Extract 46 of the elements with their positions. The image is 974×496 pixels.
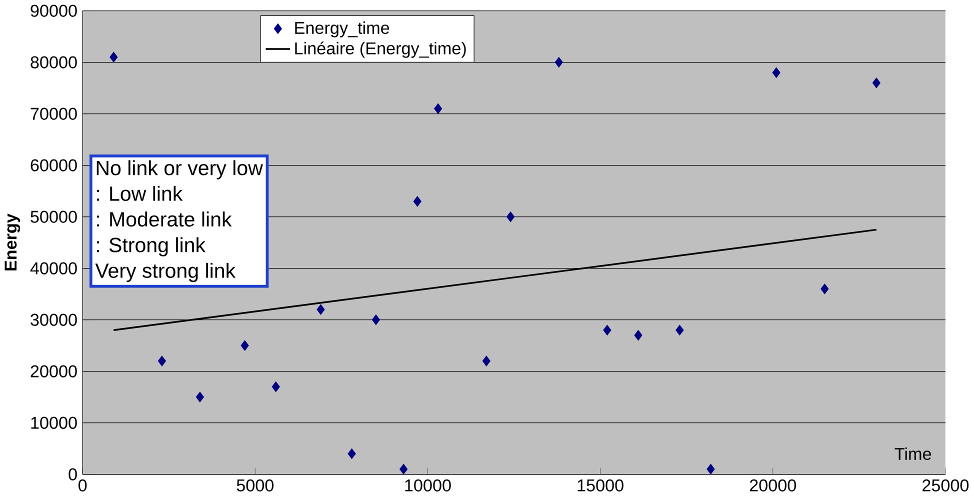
- y-tick-label: 20000: [30, 365, 77, 378]
- y-tick-label: 90000: [30, 4, 77, 17]
- point: [110, 52, 118, 62]
- y-tick-label: 30000: [30, 314, 77, 326]
- annotation: : Low link: [97, 186, 183, 201]
- annotation: : Moderate link: [97, 211, 232, 227]
- y-tick-label: 10000: [31, 416, 77, 429]
- legend-label: Linéaire (Energy_time): [295, 42, 466, 58]
- annotation: Very strong link: [95, 262, 236, 282]
- x-tick-label: 0: [78, 479, 87, 492]
- point: [820, 284, 829, 294]
- y-tick-label: 0: [68, 468, 77, 480]
- point: [413, 196, 422, 207]
- x-axis-title: Time: [894, 447, 932, 460]
- point: [706, 464, 715, 474]
- y-tick-label: 50000: [30, 210, 77, 223]
- point: [272, 381, 280, 392]
- point: [872, 78, 880, 88]
- point: [482, 356, 490, 366]
- point: [196, 392, 204, 402]
- point: [348, 448, 356, 459]
- point: [240, 340, 249, 351]
- point: [772, 67, 780, 78]
- point: [603, 324, 612, 336]
- y-tick-label: 60000: [30, 159, 77, 172]
- y-axis-title: Energy: [4, 214, 20, 270]
- annotation: No link or very low: [96, 160, 263, 180]
- x-tick-label: 5000: [236, 479, 274, 492]
- y-tick-label: 70000: [30, 108, 77, 120]
- x-tick-label: 20000: [750, 479, 796, 492]
- legend-label: Energy_time: [295, 21, 390, 38]
- point: [316, 304, 325, 315]
- point: [400, 464, 408, 474]
- point: [634, 330, 642, 340]
- y-tick-label: 80000: [30, 56, 77, 68]
- point: [506, 211, 515, 222]
- point: [676, 324, 684, 336]
- point: [554, 56, 563, 68]
- x-tick-label: 10000: [405, 479, 451, 492]
- annotation: : Strong link: [97, 237, 206, 256]
- x-tick-label: 25000: [922, 479, 969, 492]
- point: [158, 356, 166, 366]
- x-tick-label: 15000: [578, 479, 624, 492]
- point: [372, 314, 380, 325]
- point: [434, 103, 442, 114]
- y-tick-label: 40000: [30, 262, 77, 274]
